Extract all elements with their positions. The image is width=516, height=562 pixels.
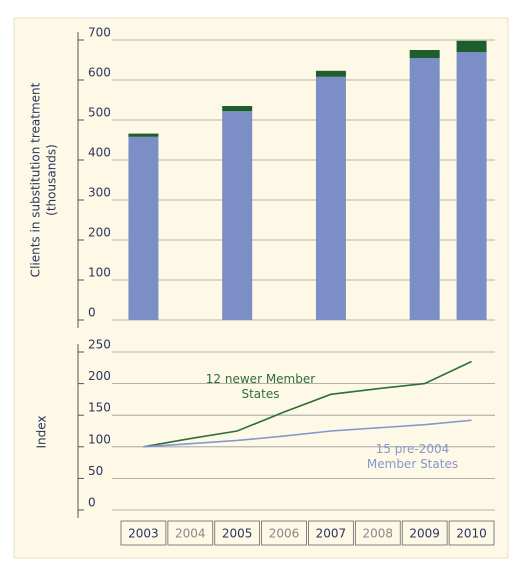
bar-segment [222,111,253,320]
y-tick-label: 250 [88,338,111,352]
x-tick-box [448,520,495,546]
bar-segment [315,76,346,320]
y-tick-label: 300 [88,186,111,200]
bar-segment [128,133,159,137]
bar-segment [222,106,253,112]
y-tick-label: 200 [88,226,111,240]
series-label: 15 pre-2004 Member States [366,442,459,471]
bar-segment [409,58,440,320]
y-tick-label: 50 [88,464,103,478]
x-tick-label: 2003 [128,527,159,541]
bar-segment [315,70,346,77]
line [143,360,472,448]
y-axis-label: (thousands) [45,144,59,216]
x-tick-label: 2009 [409,527,440,541]
bar-segment [409,50,440,58]
x-tick-label: 2005 [222,527,253,541]
x-tick-box [354,520,401,546]
y-tick-label: 200 [88,369,111,383]
y-tick-label: 400 [88,146,111,160]
bar-segment [456,52,487,320]
x-tick-box [308,520,354,546]
y-tick-label: 100 [88,432,111,446]
y-axis-label: Index [35,415,49,448]
x-tick-label: 2004 [175,527,206,541]
x-tick-label: 2007 [316,527,347,541]
x-tick-label: 2006 [269,527,300,541]
y-tick-label: 600 [88,66,111,80]
x-tick-label: 2008 [363,527,394,541]
x-tick-box [261,520,307,546]
y-axis-label: Clients in substitution treatment [29,82,43,277]
y-tick-label: 0 [88,306,96,320]
x-tick-box [214,520,261,546]
y-tick-label: 700 [88,26,111,40]
x-tick-box [167,520,214,546]
bar-segment [128,136,159,320]
y-tick-label: 150 [88,401,111,415]
y-tick-label: 0 [88,496,96,510]
line [143,419,472,448]
y-tick-label: 100 [88,266,111,280]
x-tick-box [120,520,167,546]
x-tick-box [401,520,448,546]
x-tick-label: 2010 [456,527,487,541]
y-tick-label: 500 [88,106,111,120]
bar-segment [456,40,487,52]
series-label: 12 newer Member States [205,372,316,401]
